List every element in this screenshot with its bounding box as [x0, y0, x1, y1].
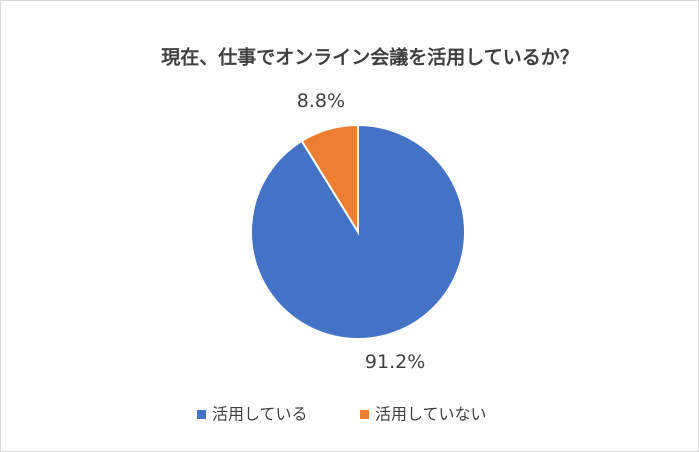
legend-label: 活用している: [212, 405, 308, 424]
legend-swatch: [197, 410, 206, 419]
pie-slice: [250, 123, 466, 340]
legend-label: 活用していない: [375, 405, 487, 424]
chart-title: 現在、仕事でオンライン会議を活用しているか？: [161, 46, 578, 69]
data-label: 91.2%: [365, 351, 425, 373]
pie-slice: [300, 123, 359, 236]
data-label: 8.8%: [297, 90, 345, 112]
legend-swatch: [360, 410, 369, 419]
